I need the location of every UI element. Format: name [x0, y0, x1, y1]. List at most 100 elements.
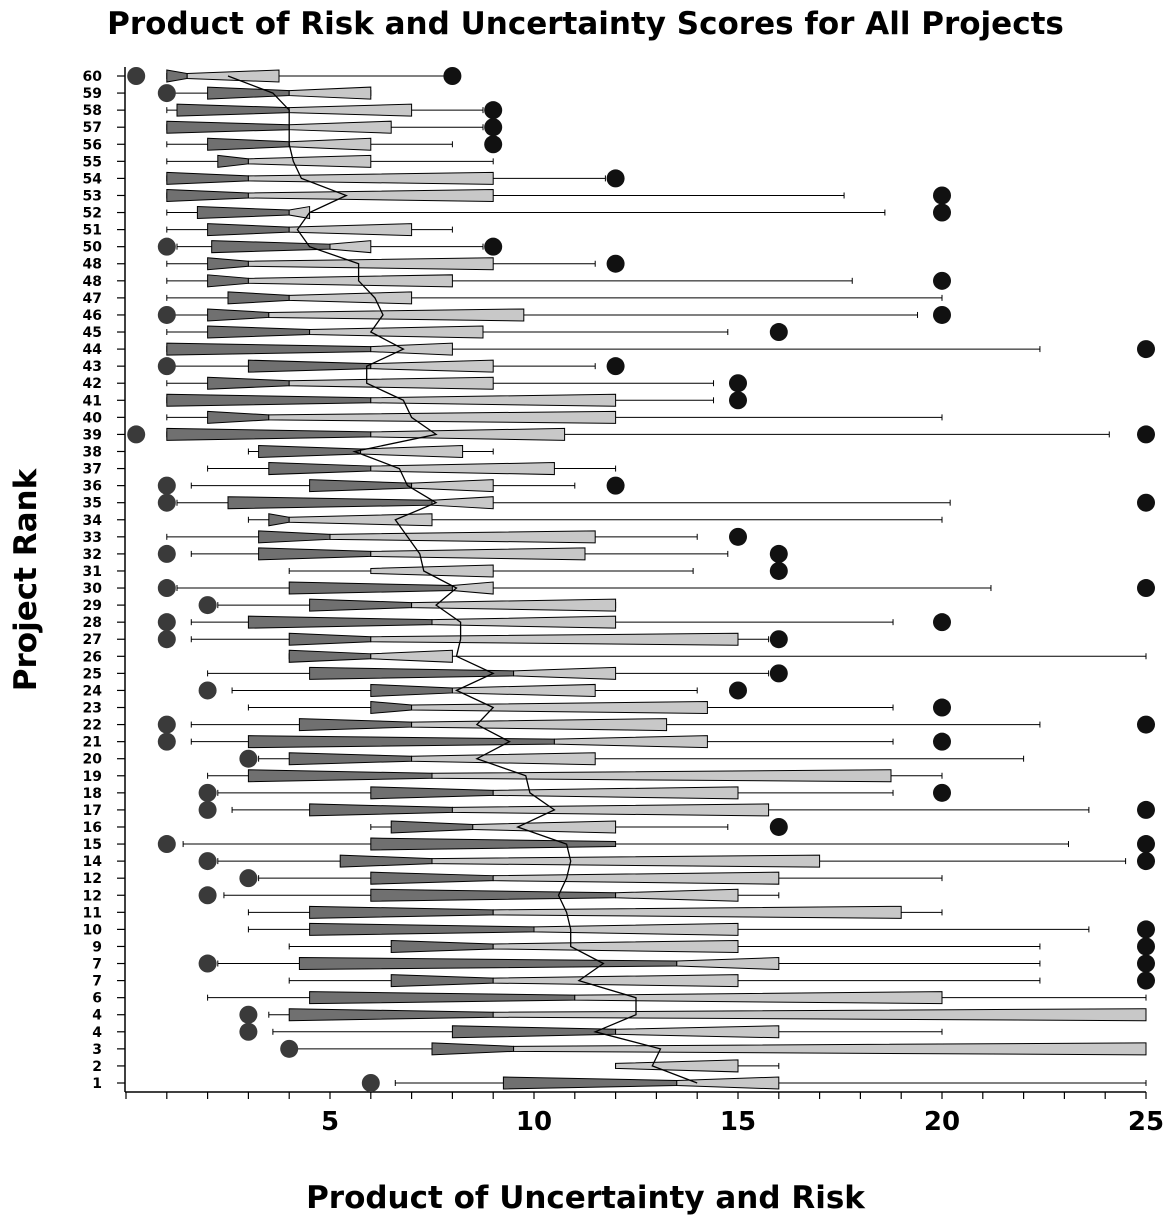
y-tick-label: 48	[83, 274, 102, 290]
box-lower	[207, 376, 290, 390]
y-tick-label: 27	[83, 632, 102, 648]
box-upper	[411, 479, 494, 493]
y-tick-label: 4	[92, 1008, 102, 1024]
box-lower	[502, 1076, 678, 1090]
y-tick-label: 38	[83, 444, 102, 460]
y-tick-label: 50	[83, 240, 103, 256]
y-tick-label: 57	[83, 120, 102, 136]
box-upper	[329, 530, 596, 544]
y-tick-label: 29	[83, 598, 102, 614]
y-tick-label: 10	[83, 922, 103, 938]
y-tick-label: 21	[83, 735, 102, 751]
box-upper	[370, 632, 739, 646]
outlier-point	[157, 630, 176, 649]
outlier-point	[1137, 715, 1155, 734]
box-lower	[258, 547, 372, 561]
box-upper	[288, 120, 392, 134]
outlier-point	[157, 544, 176, 563]
box-lower	[207, 137, 290, 151]
box-upper	[492, 974, 739, 988]
outlier-point	[484, 237, 503, 256]
box-upper	[329, 240, 372, 254]
box-lower	[247, 769, 433, 783]
outlier-point	[280, 1039, 299, 1058]
box-lower	[166, 188, 249, 202]
outlier-point	[157, 579, 176, 598]
box-lower	[227, 291, 290, 305]
y-tick-label: 56	[83, 137, 102, 153]
outlier-point	[127, 425, 146, 444]
outlier-point	[198, 800, 217, 819]
box-upper	[431, 615, 617, 629]
y-tick-label: 7	[92, 957, 102, 973]
outlier-point	[443, 67, 462, 85]
y-tick-label: 43	[83, 359, 102, 375]
box-upper	[288, 205, 311, 220]
y-tick-label: 41	[83, 393, 102, 409]
box-lower	[166, 171, 249, 185]
box-upper	[533, 922, 739, 936]
box-upper	[451, 803, 770, 817]
median-trend-line	[227, 75, 698, 1084]
y-tick-label: 54	[83, 171, 103, 187]
outlier-point	[127, 67, 146, 85]
y-tick-label: 4	[92, 1025, 102, 1041]
outlier-point	[769, 664, 788, 683]
box-lower	[298, 718, 413, 732]
box-lower	[309, 479, 413, 493]
box-lower	[451, 1025, 617, 1039]
outlier-point	[157, 613, 176, 632]
outlier-point	[729, 527, 747, 546]
y-tick-label: 36	[83, 479, 102, 495]
box-lower	[207, 257, 249, 271]
y-tick-label: 15	[83, 837, 102, 853]
outlier-point	[1137, 937, 1155, 956]
outlier-point	[1137, 425, 1155, 444]
outlier-point	[157, 305, 176, 324]
outlier-point	[484, 135, 503, 154]
box-upper	[288, 103, 413, 117]
box-upper	[370, 649, 453, 663]
box-lower	[431, 1042, 515, 1056]
outlier-point	[769, 817, 788, 836]
y-tick-label: 14	[83, 854, 103, 870]
box-lower	[166, 342, 372, 356]
y-tick-label: 40	[83, 410, 103, 426]
outlier-point	[198, 596, 217, 615]
box-lower	[166, 120, 290, 134]
outlier-point	[198, 886, 217, 905]
box-lower	[288, 1008, 494, 1022]
box-lower	[176, 103, 290, 117]
y-tick-label: 58	[83, 103, 102, 119]
y-tick-label: 7	[92, 974, 102, 990]
box-upper	[370, 462, 555, 476]
box-lower	[211, 240, 331, 254]
y-tick-label: 12	[83, 871, 102, 887]
box-lower	[370, 786, 494, 800]
outlier-point	[933, 613, 951, 632]
box-upper	[492, 1008, 1147, 1022]
y-tick-label: 55	[83, 154, 102, 170]
box-lower	[196, 206, 290, 220]
y-tick-label: 51	[83, 223, 102, 239]
y-tick-label: 60	[83, 69, 103, 85]
box-upper	[553, 735, 708, 749]
y-tick-label: 48	[83, 257, 102, 273]
y-tick-label: 33	[83, 530, 102, 546]
box-lower	[268, 513, 290, 527]
x-tick-label: 20	[924, 1107, 960, 1137]
box-upper	[370, 427, 566, 441]
box-upper	[615, 1059, 739, 1073]
x-tick-label: 5	[321, 1107, 339, 1137]
x-tick-label: 15	[720, 1107, 756, 1137]
y-tick-label: 35	[83, 496, 102, 512]
box-lower	[288, 581, 453, 595]
box-upper	[513, 666, 617, 680]
box-lower	[258, 444, 362, 459]
box-lower	[370, 888, 617, 902]
y-tick-label: 11	[83, 905, 102, 921]
box-upper	[370, 359, 494, 373]
outlier-point	[198, 852, 217, 871]
outlier-point	[1137, 340, 1155, 359]
box-upper	[676, 1076, 780, 1090]
